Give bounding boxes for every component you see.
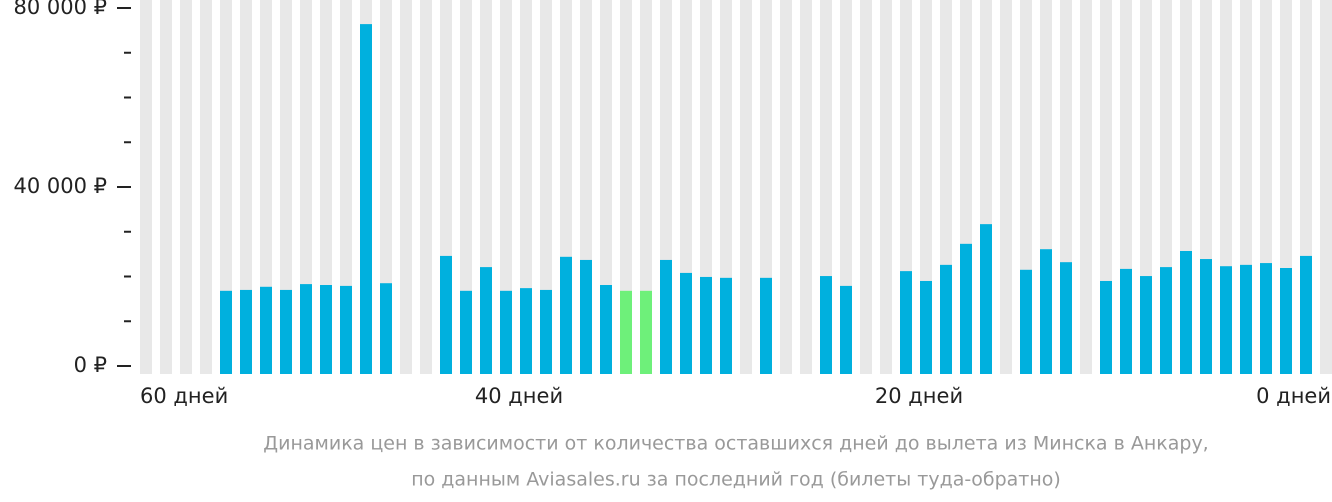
bar (380, 283, 392, 374)
column-background (280, 0, 292, 374)
bar (480, 267, 492, 374)
bar (940, 264, 952, 374)
bar (1220, 266, 1232, 374)
bar (760, 277, 772, 374)
bar (1120, 268, 1132, 374)
bar (920, 280, 932, 374)
bar (440, 255, 452, 374)
bar (540, 289, 552, 374)
column-background (460, 0, 472, 374)
bar (980, 224, 992, 374)
bar (240, 289, 252, 374)
column-background (540, 0, 552, 374)
bar (340, 285, 352, 374)
column-background (1100, 0, 1112, 374)
column-background (380, 0, 392, 374)
x-tick-label: 40 дней (475, 384, 563, 408)
column-background (640, 0, 652, 374)
x-tick-label: 0 дней (1256, 384, 1331, 408)
x-tick-label: 20 дней (875, 384, 963, 408)
bar (640, 290, 652, 374)
bar (680, 272, 692, 374)
column-background (1080, 0, 1092, 374)
bar (580, 259, 592, 374)
bar (560, 256, 572, 374)
y-tick-label: 80 000 ₽ (13, 0, 107, 19)
bar (1060, 262, 1072, 374)
bar (620, 290, 632, 374)
bar (960, 243, 972, 374)
bar (320, 285, 332, 374)
column-background (240, 0, 252, 374)
bar (820, 276, 832, 374)
bar (720, 277, 732, 374)
column-background (780, 0, 792, 374)
bar (1160, 267, 1172, 374)
column-background (400, 0, 412, 374)
bar (660, 259, 672, 374)
column-background (1320, 0, 1332, 374)
bar (500, 290, 512, 374)
bar (360, 24, 372, 375)
column-background (1000, 0, 1012, 374)
caption: Динамика цен в зависимости от количества… (263, 433, 1208, 455)
column-background (620, 0, 632, 374)
column-background (740, 0, 752, 374)
bar (1040, 249, 1052, 374)
bar (1180, 250, 1192, 374)
column-background (320, 0, 332, 374)
bar (300, 284, 312, 374)
column-background (920, 0, 932, 374)
y-tick-label: 0 ₽ (74, 353, 107, 377)
column-background (880, 0, 892, 374)
bar (840, 285, 852, 374)
column-background (420, 0, 432, 374)
caption: по данным Aviasales.ru за последний год … (411, 469, 1061, 491)
bar (220, 290, 232, 374)
column-background (140, 0, 152, 374)
bar (280, 289, 292, 374)
bar (1280, 267, 1292, 374)
bar (260, 286, 272, 374)
column-background (840, 0, 852, 374)
bar (460, 290, 472, 374)
x-tick-label: 60 дней (140, 384, 228, 408)
column-background (340, 0, 352, 374)
bar (1240, 264, 1252, 374)
column-background (260, 0, 272, 374)
bar (1020, 269, 1032, 374)
column-background (180, 0, 192, 374)
y-tick-label: 40 000 ₽ (13, 174, 107, 198)
column-background (800, 0, 812, 374)
column-background (200, 0, 212, 374)
column-background (520, 0, 532, 374)
bar (520, 288, 532, 374)
column-background (160, 0, 172, 374)
column-background (860, 0, 872, 374)
bar (700, 276, 712, 374)
bar (1200, 259, 1212, 374)
bar (1140, 276, 1152, 374)
bar (1300, 255, 1312, 374)
bar (1100, 280, 1112, 374)
column-background (300, 0, 312, 374)
column-background (500, 0, 512, 374)
bar (1260, 263, 1272, 374)
bar (600, 285, 612, 374)
bar (900, 271, 912, 374)
column-background (220, 0, 232, 374)
column-background (600, 0, 612, 374)
